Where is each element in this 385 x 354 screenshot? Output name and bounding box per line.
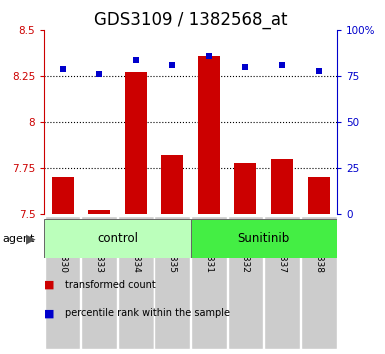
Point xyxy=(96,72,102,77)
Text: GSM159835: GSM159835 xyxy=(168,218,177,273)
Bar xyxy=(198,56,220,214)
Point xyxy=(243,64,249,70)
Text: GSM159833: GSM159833 xyxy=(95,218,104,273)
Point xyxy=(279,62,285,68)
Point xyxy=(132,57,139,62)
Bar xyxy=(154,216,190,349)
Text: GSM159838: GSM159838 xyxy=(314,218,323,273)
Bar xyxy=(45,216,80,349)
Bar xyxy=(308,177,330,214)
Text: ▶: ▶ xyxy=(26,233,35,245)
Text: agent: agent xyxy=(2,234,34,244)
Point xyxy=(316,68,322,73)
Bar xyxy=(264,216,300,349)
Text: percentile rank within the sample: percentile rank within the sample xyxy=(65,308,231,318)
Text: GSM159831: GSM159831 xyxy=(204,218,213,273)
Title: GDS3109 / 1382568_at: GDS3109 / 1382568_at xyxy=(94,11,287,29)
Text: GSM159834: GSM159834 xyxy=(131,218,140,273)
Text: GSM159837: GSM159837 xyxy=(278,218,286,273)
Text: transformed count: transformed count xyxy=(65,280,156,290)
Bar xyxy=(81,216,117,349)
Bar xyxy=(88,211,110,214)
Bar xyxy=(52,177,74,214)
Text: Sunitinib: Sunitinib xyxy=(238,233,290,245)
Bar xyxy=(271,159,293,214)
Point xyxy=(206,53,212,59)
Text: GSM159832: GSM159832 xyxy=(241,218,250,273)
Text: control: control xyxy=(97,233,138,245)
Text: ■: ■ xyxy=(44,308,55,318)
Text: ■: ■ xyxy=(44,280,55,290)
Point xyxy=(169,62,176,68)
Bar xyxy=(125,73,147,214)
Bar xyxy=(44,219,191,258)
Bar xyxy=(191,219,337,258)
Bar xyxy=(228,216,263,349)
Bar xyxy=(161,155,183,214)
Bar xyxy=(118,216,154,349)
Point xyxy=(59,66,65,72)
Bar xyxy=(191,216,227,349)
Bar xyxy=(234,162,256,214)
Bar xyxy=(301,216,336,349)
Text: GSM159830: GSM159830 xyxy=(58,218,67,273)
